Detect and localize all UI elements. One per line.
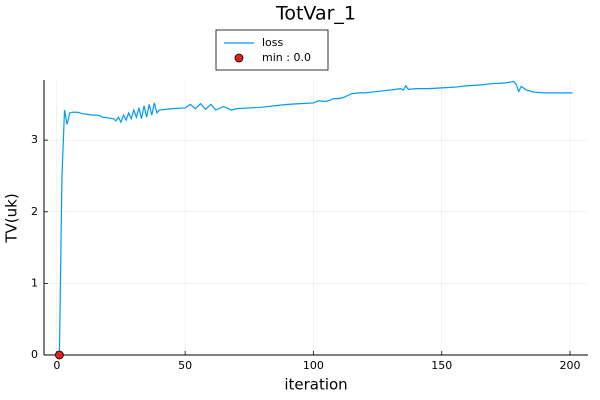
chart-title: TotVar_1 (275, 3, 356, 25)
legend-box (215, 29, 329, 71)
line-series (58, 80, 573, 356)
y-tick-label: 3 (31, 133, 38, 146)
scatter-point (54, 350, 64, 360)
y-tick-label: 2 (31, 205, 38, 218)
y-axis-label: TV(uk) (3, 193, 21, 243)
y-tick-label: 1 (31, 276, 38, 289)
x-tick-label: 0 (53, 359, 60, 372)
x-axis-label: iteration (284, 376, 347, 394)
x-tick-label: 50 (178, 359, 192, 372)
legend-swatch (234, 53, 244, 63)
x-tick-label: 200 (560, 359, 581, 372)
x-tick-label: 100 (303, 359, 324, 372)
x-tick-label: 150 (431, 359, 452, 372)
legend-label: min : 0.0 (262, 51, 311, 64)
legend-label: loss (262, 36, 284, 49)
y-tick-label: 0 (31, 348, 38, 361)
